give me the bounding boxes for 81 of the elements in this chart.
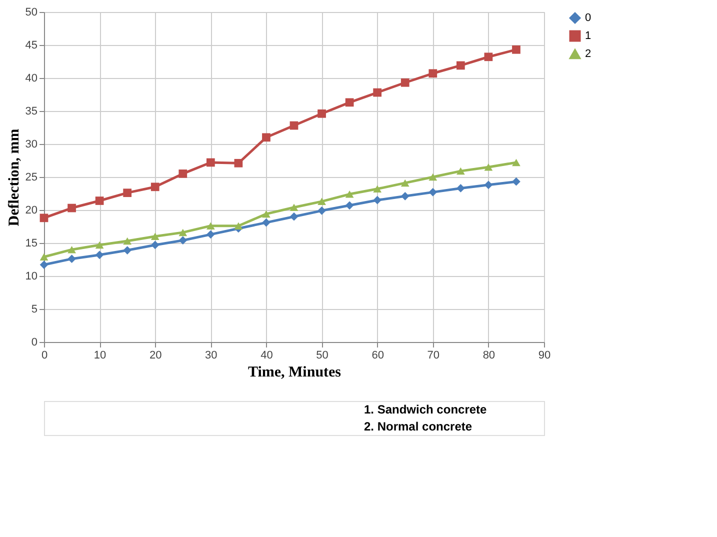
point [345,98,354,107]
point [484,180,493,190]
point [345,201,354,210]
legend-label: 0 [585,12,592,24]
text: 1. Sandwich concrete [364,402,488,416]
x-tick-label: 80 [482,350,496,362]
point [318,206,326,215]
x-tick-label: 40 [260,350,273,362]
x-axis-title: Time, Minutes [248,364,342,380]
point [262,210,270,218]
point [123,246,132,254]
point [318,109,326,118]
point [178,236,188,245]
y-tick-label: 5 [31,304,38,316]
point [512,45,520,54]
point [206,158,215,167]
y-tick-label: 0 [31,336,38,348]
point [512,158,520,166]
x-tick-label: 90 [538,350,551,362]
point [40,214,48,222]
point [400,179,410,187]
point [40,260,48,269]
point [95,250,104,260]
y-tick-label: 35 [25,106,38,118]
point [68,254,76,264]
point [318,198,326,206]
point [456,184,465,192]
x-tick-label: 70 [427,350,440,362]
point [123,237,132,245]
point [262,133,270,142]
point [428,188,438,196]
x-tick-label: 20 [149,350,162,362]
point [178,170,188,178]
point [373,185,382,193]
point [345,190,354,198]
y-tick-label: 45 [25,40,38,52]
point [150,240,160,250]
x-tick-label: 60 [372,350,384,362]
point [123,188,132,198]
legend-label: 1 [585,30,592,42]
point [178,228,188,236]
point [290,204,298,211]
y-tick-label: 10 [25,270,38,282]
y-tick-label: 50 [25,6,38,18]
point [484,52,493,62]
point [400,78,410,87]
point [68,246,76,254]
x-tick-label: 0 [41,350,48,362]
y-tick-label: 20 [25,204,38,216]
point [150,182,160,192]
point [373,196,382,204]
y-tick-label: 15 [25,238,38,250]
text: 2. Normal concrete [364,420,472,434]
y-tick-label: 30 [25,138,38,150]
x-tick-label: 50 [316,350,328,362]
point [206,230,215,239]
y-tick-label: 40 [25,72,38,84]
legend-label: 2 [585,48,592,60]
point [373,88,382,97]
point [290,121,298,130]
point [428,173,438,181]
point [484,163,493,171]
point [262,218,270,227]
y-axis-title: Deflection, mm [6,128,22,226]
point [234,158,243,168]
point [512,177,520,186]
point [95,241,104,249]
point [400,192,410,200]
point [290,212,298,221]
point [456,61,465,70]
point [206,222,215,230]
point [456,167,465,175]
point [150,232,160,240]
y-tick-label: 25 [25,172,38,184]
point [40,253,48,260]
x-tick-label: 30 [205,350,218,362]
x-tick-label: 10 [94,350,106,362]
point [68,204,76,212]
point [234,222,243,230]
point [95,196,104,205]
point [428,69,438,78]
